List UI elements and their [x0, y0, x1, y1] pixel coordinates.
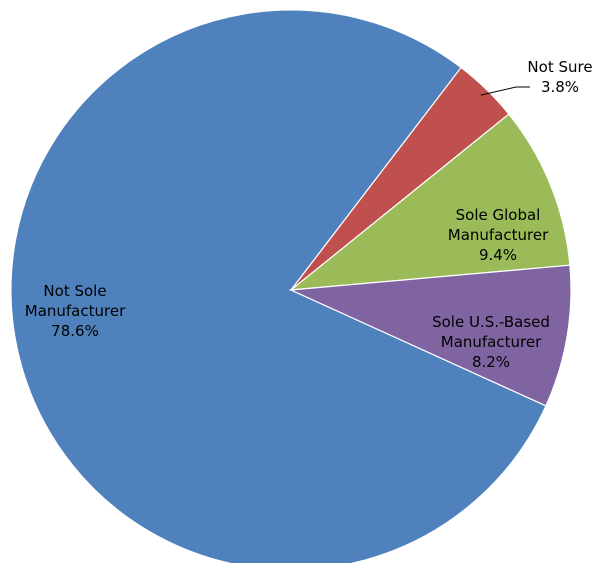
pie-slice-sole-u-s-based-manufacturer: [288, 264, 572, 407]
pie-slice-sole-global-manufacturer: [289, 113, 571, 291]
slice-label-not-sole-manufacturer: Not Sole Manufacturer 78.6%: [25, 282, 126, 340]
slices-layer: [10, 9, 572, 563]
slice-value-label: 78.6%: [51, 322, 99, 340]
slice-value-label: 9.4%: [479, 246, 517, 264]
leader-lines-layer: [480, 86, 530, 96]
slice-label-sole-u-s-based-manufacturer: Sole U.S.-Based Manufacturer 8.2%: [432, 313, 550, 371]
slice-name-line: Sole U.S.-Based: [432, 313, 550, 331]
slice-name-line: Manufacturer: [25, 302, 126, 320]
slice-name-line: Not Sure: [527, 58, 592, 76]
pie-slice-not-sole-manufacturer: [10, 9, 547, 563]
slice-name-line: Sole Global: [456, 206, 541, 224]
slice-label-sole-global-manufacturer: Sole Global Manufacturer 9.4%: [448, 206, 549, 264]
slice-name-line: Manufacturer: [448, 226, 549, 244]
slice-name-line: Not Sole: [43, 282, 106, 300]
labels-layer: Not Sole Manufacturer 78.6% Not Sure 3.8% Sol…: [25, 58, 593, 371]
slice-value-label: 3.8%: [541, 78, 579, 96]
slice-name-line: Manufacturer: [441, 333, 542, 351]
slice-value-label: 8.2%: [472, 353, 510, 371]
leader-line-not-sure: [480, 86, 530, 96]
slice-label-not-sure: Not Sure 3.8%: [527, 58, 592, 96]
